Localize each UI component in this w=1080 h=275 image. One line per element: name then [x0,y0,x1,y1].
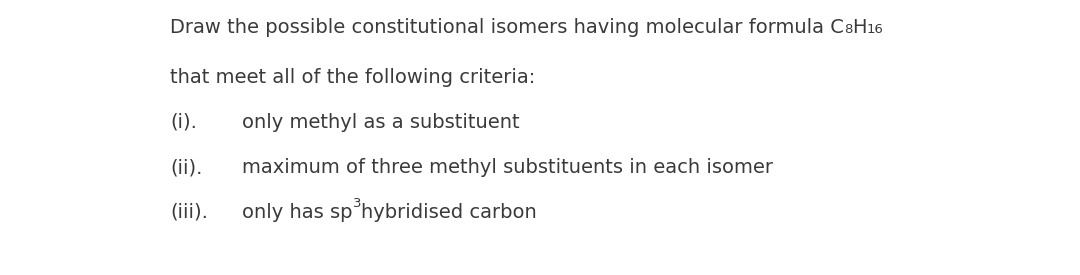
Text: (i).: (i). [170,113,197,132]
Text: 16: 16 [867,23,883,36]
Text: only methyl as a substituent: only methyl as a substituent [242,113,519,132]
Text: hybridised carbon: hybridised carbon [361,203,537,222]
Text: 8: 8 [843,23,852,36]
Text: (iii).: (iii). [170,203,207,222]
Text: that meet all of the following criteria:: that meet all of the following criteria: [170,68,536,87]
Text: (ii).: (ii). [170,158,202,177]
Text: Draw the possible constitutional isomers having molecular formula C: Draw the possible constitutional isomers… [170,18,843,37]
Text: only has sp: only has sp [242,203,352,222]
Text: H: H [852,18,867,37]
Text: maximum of three methyl substituents in each isomer: maximum of three methyl substituents in … [242,158,773,177]
Text: 3: 3 [352,197,361,210]
